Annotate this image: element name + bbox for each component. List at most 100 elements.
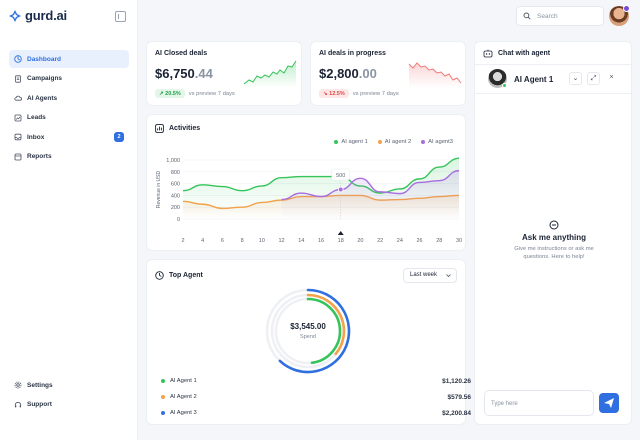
kpi-title: AI Closed deals	[155, 50, 208, 57]
bot-icon	[483, 49, 493, 58]
agent-amount: $1,120.26	[442, 377, 471, 385]
chart-icon	[155, 124, 164, 133]
x-cursor-marker	[337, 231, 344, 235]
headset-icon	[14, 401, 22, 407]
series-area	[281, 170, 459, 219]
agent-dot	[161, 379, 165, 383]
y-tick-label: 200	[171, 205, 180, 211]
dashboard-icon	[14, 55, 22, 63]
sidebar-item-label: Reports	[27, 153, 52, 161]
avatar-status-badge	[623, 5, 630, 12]
legend-dot	[421, 140, 426, 144]
tooltip-box	[331, 168, 350, 181]
sidebar-item-leads[interactable]: Leads	[9, 109, 129, 127]
divider	[475, 93, 633, 94]
kpi-change-row: ↘ 12.5% vs preview 7 days	[319, 89, 399, 98]
kpi-caption: vs preview 7 days	[188, 90, 235, 97]
chat-bubble-icon	[549, 220, 559, 230]
send-button[interactable]	[599, 393, 619, 413]
donut-ring-3	[278, 288, 351, 374]
reports-icon	[14, 153, 22, 161]
cloud-icon	[14, 95, 22, 101]
agent-row: AI Agent 1 $1,120.26	[161, 376, 471, 386]
agent-row: AI Agent 2 $579.56	[161, 392, 471, 402]
expand-icon[interactable]: ⤢	[587, 72, 600, 85]
collapse-sidebar-icon[interactable]	[115, 11, 126, 22]
chevron-down-icon	[446, 274, 451, 278]
empty-state-text-1: Give me instructions or ask me	[514, 246, 594, 252]
activities-header: Activities	[155, 124, 200, 133]
chart-legend: AI agent 1 AI agent 2 AI agent3	[326, 139, 453, 146]
y-tick-label: 1,000	[166, 158, 180, 164]
legend-dot	[377, 140, 382, 144]
agent-dot	[161, 411, 165, 415]
activities-card: Activities AI agent 1 AI agent 2 AI agen…	[146, 114, 466, 251]
x-tick-label: 22	[377, 238, 383, 244]
sidebar-item-label: Campaigns	[27, 75, 63, 83]
sidebar-item-settings[interactable]: Settings	[9, 376, 129, 394]
legend-dot	[334, 140, 339, 144]
chat-agent-name: AI Agent 1	[514, 75, 554, 84]
chat-title: Chat with agent	[498, 50, 551, 57]
empty-state-title: Ask me anything	[521, 233, 586, 242]
kpi-title: AI deals in progress	[319, 50, 386, 57]
empty-state-text-2: questions. Here to help!	[523, 254, 585, 260]
kpi-value: $6,750.44	[155, 66, 213, 81]
minimize-icon[interactable]: ⌄	[569, 72, 582, 85]
close-icon[interactable]: ×	[609, 74, 614, 81]
x-tick-label: 24	[397, 238, 403, 244]
change-value: 12.5%	[329, 90, 345, 97]
legend-label: AI agent 2	[384, 139, 412, 145]
donut-ring-2	[306, 293, 346, 356]
change-badge: ↗ 20.5%	[155, 89, 185, 98]
period-select[interactable]: Last week	[403, 268, 457, 283]
x-tick-label: 16	[318, 238, 324, 244]
x-tick-label: 12	[279, 238, 285, 244]
legend-item[interactable]: AI agent3	[421, 139, 453, 145]
inbox-count-badge: 2	[114, 132, 124, 143]
kpi-card-closed-deals: AI Closed deals $6,750.44 ↗ 20.5% vs pre…	[146, 41, 302, 106]
sidebar-item-label: Leads	[27, 114, 46, 122]
x-tick-label: 4	[201, 238, 204, 244]
sidebar-item-reports[interactable]: Reports	[9, 148, 129, 166]
sidebar-item-ai-agents[interactable]: AI Agents	[9, 89, 129, 107]
legend-item[interactable]: AI agent 1	[334, 139, 368, 145]
search-placeholder: Search	[537, 12, 558, 20]
search-input[interactable]: Search	[516, 6, 604, 26]
x-tick-label: 14	[298, 238, 304, 244]
send-icon	[604, 398, 614, 408]
kpi-sparkline-up	[243, 60, 297, 88]
y-tick-label: 0	[177, 217, 180, 223]
agent-name: AI Agent 3	[170, 410, 197, 416]
sidebar-nav: Dashboard Campaigns AI Agents Leads Inbo…	[9, 50, 129, 168]
y-tick-label: 600	[171, 182, 180, 188]
sidebar-item-inbox[interactable]: Inbox 2	[9, 128, 129, 146]
chat-input-placeholder: Type here	[491, 401, 518, 407]
logo[interactable]: gurd.ai	[8, 8, 67, 23]
clock-icon	[155, 271, 164, 280]
kpi-value-decimal: .00	[358, 66, 377, 81]
sidebar-item-label: Settings	[27, 381, 53, 389]
kpi-caption: vs preview 7 days	[352, 90, 399, 97]
sidebar-item-support[interactable]: Support	[9, 396, 129, 414]
inbox-icon	[14, 134, 22, 141]
x-tick-label: 8	[241, 238, 244, 244]
sidebar: gurd.ai Dashboard Campaigns AI Agents Le…	[0, 0, 138, 440]
search-icon	[523, 12, 531, 20]
series-line	[182, 157, 460, 194]
kpi-change-row: ↗ 20.5% vs preview 7 days	[155, 89, 235, 98]
top-bar: Search	[138, 0, 640, 32]
legend-item[interactable]: AI agent 2	[377, 139, 412, 145]
hover-point	[337, 186, 344, 193]
chat-message-input[interactable]: Type here	[484, 390, 594, 416]
chat-header: Chat with agent	[483, 49, 550, 58]
logo-icon	[9, 9, 21, 22]
x-tick-label: 30	[456, 238, 462, 244]
kpi-card-deals-in-progress: AI deals in progress $2,800.00 ↘ 12.5% v…	[310, 41, 466, 106]
sidebar-item-dashboard[interactable]: Dashboard	[9, 50, 129, 68]
agent-amount: $2,200.84	[442, 409, 471, 417]
x-tick-label: 2	[181, 238, 184, 244]
sidebar-item-campaigns[interactable]: Campaigns	[9, 70, 129, 88]
gear-icon	[14, 381, 22, 389]
